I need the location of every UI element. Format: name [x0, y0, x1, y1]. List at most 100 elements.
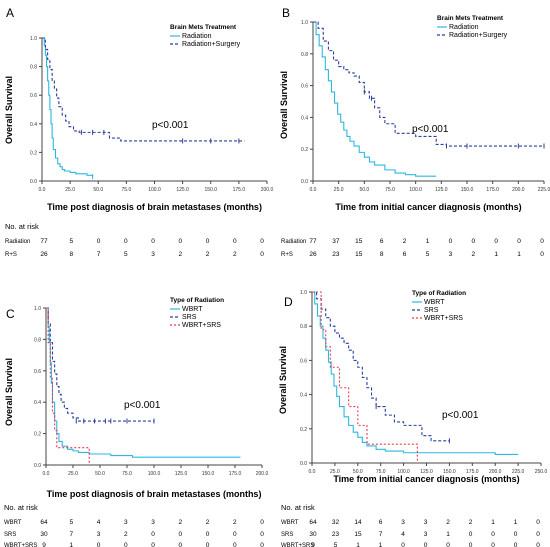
risk-cell: 0: [233, 238, 237, 245]
x-tick-label: 50.0: [353, 469, 363, 475]
risk-cell: 2: [446, 519, 450, 526]
risk-cell: 0: [449, 238, 453, 245]
risk-cell: 0: [517, 238, 521, 245]
x-axis-label: Time from initial cancer diagnosis (mont…: [333, 474, 519, 484]
risk-row-label: WBRT: [281, 520, 299, 526]
x-tick-label: 100.0: [148, 187, 161, 193]
x-tick-label: 250.0: [535, 469, 548, 475]
risk-cell: 0: [233, 542, 237, 547]
risk-cell: 0: [178, 238, 182, 245]
risk-row-label: SRS: [4, 532, 16, 538]
legend-label: WBRT+SRS: [424, 315, 463, 322]
risk-row-label: R+S: [5, 252, 17, 258]
risk-cell: 3: [424, 531, 428, 538]
risk-cell: 1: [426, 238, 430, 245]
risk-cell: 6: [379, 519, 383, 526]
risk-cell: 30: [40, 531, 48, 538]
x-tick-label: 200.0: [512, 187, 525, 193]
risk-cell: 0: [124, 238, 128, 245]
x-tick-label: 25.0: [334, 187, 344, 193]
risk-cell: 0: [491, 542, 495, 547]
y-tick-label: 0.6: [301, 84, 308, 90]
risk-cell: 23: [332, 251, 340, 258]
x-tick-label: 0.0: [43, 471, 50, 477]
series-line-wbrt-srs: [46, 307, 90, 465]
y-tick-label: 0.8: [34, 337, 41, 343]
y-tick-label: 0.0: [30, 179, 37, 185]
risk-cell: 2: [206, 251, 210, 258]
risk-cell: 0: [469, 542, 473, 547]
panel-label: D: [284, 295, 293, 309]
risk-cell: 0: [536, 519, 540, 526]
risk-cell: 0: [536, 531, 540, 538]
x-tick-label: 75.0: [122, 471, 132, 477]
risk-row-label: WBRT: [4, 520, 22, 526]
risk-cell: 0: [401, 542, 405, 547]
risk-cell: 6: [380, 238, 384, 245]
risk-cell: 2: [124, 531, 128, 538]
x-tick-label: 75.0: [122, 187, 132, 193]
risk-cell: 15: [355, 251, 363, 258]
x-tick-label: 150.0: [443, 469, 456, 475]
risk-table-title: No. at risk: [4, 503, 38, 512]
series-line-wbrt: [312, 291, 519, 455]
risk-cell: 1: [494, 251, 498, 258]
series-line-srs: [312, 291, 450, 442]
risk-cell: 1: [356, 542, 360, 547]
y-tick-label: 1.0: [301, 20, 308, 26]
x-tick-label: 0.0: [309, 469, 316, 475]
x-tick-label: 150.0: [204, 187, 217, 193]
y-axis-label: Overall Survival: [4, 358, 14, 426]
y-tick-label: 0.8: [30, 65, 37, 71]
series-line-radiation: [313, 21, 437, 177]
series-line-radiation: [42, 37, 94, 177]
y-tick-label: 0.8: [300, 324, 307, 330]
risk-cell: 0: [97, 238, 101, 245]
y-tick-label: 0.6: [34, 369, 41, 375]
x-axis-label: Time post diagnosis of brain metastases …: [47, 202, 262, 212]
risk-row-label: Radiation: [5, 239, 30, 245]
y-tick-label: 1.0: [300, 290, 307, 296]
risk-cell: 2: [178, 519, 182, 526]
x-tick-label: 125.0: [176, 187, 189, 193]
risk-cell: 26: [309, 251, 317, 258]
risk-cell: 0: [206, 542, 210, 547]
risk-cell: 3: [97, 531, 101, 538]
y-tick-label: 1.0: [30, 36, 37, 42]
legend-label: Radiation+Surgery: [182, 41, 241, 48]
x-tick-label: 175.0: [466, 469, 479, 475]
risk-cell: 0: [206, 531, 210, 538]
legend-title: Type of Radiation: [412, 290, 466, 297]
risk-cell: 23: [332, 531, 340, 538]
x-axis-label: Time post diagnosis of brain metastases …: [47, 489, 262, 499]
risk-table-title: No. at risk: [5, 222, 39, 231]
risk-cell: 4: [401, 531, 405, 538]
risk-cell: 30: [309, 531, 317, 538]
legend-label: Radiation: [182, 33, 212, 40]
risk-cell: 3: [151, 251, 155, 258]
risk-cell: 5: [334, 542, 338, 547]
risk-cell: 0: [151, 238, 155, 245]
x-tick-label: 100.0: [397, 469, 410, 475]
y-tick-label: 0.2: [34, 432, 41, 438]
legend-title: Brain Mets Treatment: [170, 24, 237, 31]
x-tick-label: 225.0: [512, 469, 525, 475]
x-tick-label: 25.0: [330, 469, 340, 475]
legend-title: Type of Radiation: [170, 297, 224, 304]
risk-cell: 0: [536, 542, 540, 547]
risk-cell: 0: [260, 519, 264, 526]
risk-table-title: No. at risk: [281, 503, 315, 512]
x-tick-label: 200.0: [489, 469, 502, 475]
risk-cell: 0: [260, 531, 264, 538]
risk-cell: 0: [469, 531, 473, 538]
risk-cell: 2: [233, 251, 237, 258]
series-line-wbrt-srs: [312, 291, 418, 463]
risk-row-label: WBRT+SRS: [4, 543, 37, 547]
panel-label: C: [6, 307, 15, 321]
risk-cell: 0: [151, 542, 155, 547]
y-tick-label: 0.6: [300, 358, 307, 364]
x-tick-label: 75.0: [376, 469, 386, 475]
risk-cell: 3: [401, 519, 405, 526]
panel-label: A: [6, 6, 14, 20]
y-axis-label: Overall Survival: [4, 76, 14, 144]
